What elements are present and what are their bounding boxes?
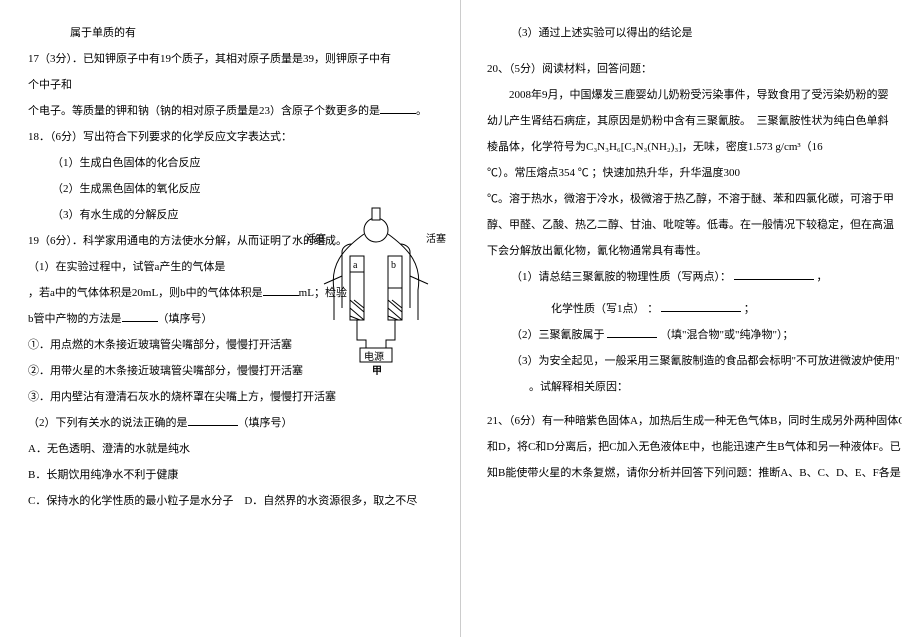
q19-1b-t1: ，若a中的气体体积是20mL，则b中的气体体积是: [28, 287, 263, 299]
q18-2: （2）生成黑色固体的氧化反应: [28, 178, 442, 200]
q19-opt3: ③．用内壁沾有澄清石灰水的烧杯罩在尖嘴上方，慢慢打开活塞: [28, 386, 442, 408]
q20-2: （2）三聚氰胺属于 （填"混合物"或"纯净物"）；: [487, 324, 902, 346]
q19-optC: C．保持水的化学性质的最小粒子是水分子 D．自然界的水资源很多，取之不尽: [28, 490, 442, 512]
q20-3a: （3）为安全起见，一般采用三聚氰胺制造的食品都会标明"不可放进微波炉使用": [487, 350, 902, 372]
q20-p6: 醇、甲醛、乙酸、热乙二醇、甘油、吡啶等。低毒。在一般情况下较稳定，但在高温: [487, 214, 902, 236]
blank-q20-1a: [734, 268, 814, 280]
q20-1: （1）请总结三聚氰胺的物理性质（写两点）： ，: [487, 266, 902, 288]
page-root: 属于单质的有 17（3分）．已知钾原子中有19个质子，其相对原子质量是39，则钾…: [0, 0, 920, 637]
q20-p7: 下会分解放出氰化物，氰化物通常具有毒性。: [487, 240, 902, 262]
q17-b-end: 。: [416, 105, 427, 117]
q19-1c-t1: b管中产物的方法是: [28, 313, 122, 325]
fig-label-b: b: [391, 256, 396, 276]
q20-1b-end: ；: [744, 303, 755, 315]
electrolysis-svg: [312, 200, 440, 370]
blank-q20-2: [607, 326, 657, 338]
fig-label-right: 活塞: [426, 230, 446, 250]
q19-optA: A．无色透明、澄清的水就是纯水: [28, 438, 442, 460]
q18-1: （1）生成白色固体的化合反应: [28, 152, 442, 174]
q19-2-t1: （2）下列有关水的说法正确的是: [28, 417, 188, 429]
blank-q17: [380, 102, 416, 114]
q17-aa: 个中子和: [28, 74, 442, 96]
q20-3b: 。试解释相关原因：: [487, 376, 902, 398]
q18-stem: 18．（6分）写出符合下列要求的化学反应文字表达式：: [28, 126, 442, 148]
q19-2-t2: （填序号）: [238, 417, 293, 429]
fig-label-name: 甲: [372, 362, 382, 382]
q17-a: 17（3分）．已知钾原子中有19个质子，其相对原子质量是39，则钾原子中有: [28, 48, 442, 70]
q19-2: （2）下列有关水的说法正确的是 （填序号）: [28, 412, 442, 434]
q20-2-end: （填"混合物"或"纯净物"）；: [660, 329, 793, 341]
q20-1-t: （1）请总结三聚氰胺的物理性质（写两点）：: [511, 271, 731, 283]
right-column: （3）通过上述实验可以得出的结论是 20、（5分）阅读材料，回答问题： 2008…: [460, 0, 920, 637]
q21-c: 知B能使带火星的木条复燃，请你分析并回答下列问题：推断A、B、C、D、E、F各是: [487, 462, 902, 484]
blank-q19b: [263, 284, 299, 296]
q21-a: 21、（6分）有一种暗紫色固体A，加热后生成一种无色气体B，同时生成另外两种固体…: [487, 410, 902, 432]
q16-tail: 属于单质的有: [28, 22, 442, 44]
left-column: 属于单质的有 17（3分）．已知钾原子中有19个质子，其相对原子质量是39，则钾…: [0, 0, 460, 637]
q20-stem: 20、（5分）阅读材料，回答问题：: [487, 58, 902, 80]
fig-label-a: a: [353, 256, 357, 276]
electrolysis-figure: 活塞 活塞 a b 电源 甲: [312, 200, 440, 370]
blank-q19c: [122, 310, 158, 322]
q19-optB: B．长期饮用纯净水不利于健康: [28, 464, 442, 486]
blank-q20-1b: [661, 300, 741, 312]
q20-p3: 棱晶体，化学符号为C₃N₃H₆[C₃N₃(NH₂)₃]，无味，密度1.573 g…: [487, 136, 902, 158]
q19-1c-t2: （填序号）: [158, 313, 213, 325]
q20-1b-t: 化学性质（写1点） ：: [529, 303, 658, 315]
blank-q19-2: [188, 414, 238, 426]
fig-label-left: 活塞: [306, 230, 326, 250]
q20-p5: ℃。溶于热水，微溶于冷水，极微溶于热乙醇，不溶于醚、苯和四氯化碳，可溶于甲: [487, 188, 902, 210]
q19-3: （3）通过上述实验可以得出的结论是: [487, 22, 902, 44]
q20-p4: ℃）。常压熔点354 ℃ ；快速加热升华，升华温度300: [487, 162, 902, 184]
q20-2-t: （2）三聚氰胺属于: [511, 329, 605, 341]
q20-p1: 2008年9月，中国爆发三鹿婴幼儿奶粉受污染事件，导致食用了受污染奶粉的婴: [487, 84, 902, 106]
q17-b: 个电子。等质量的钾和钠（钠的相对原子质量是23）含原子个数更多的是 。: [28, 100, 442, 122]
q21-b: 和D，将C和D分离后，把C加入无色液体E中，也能迅速产生B气体和另一种液体F。已: [487, 436, 902, 458]
q20-p2: 幼儿产生肾结石病症，其原因是奶粉中含有三聚氰胺。 三聚氰胺性状为纯白色单斜: [487, 110, 902, 132]
q17-b-text: 个电子。等质量的钾和钠（钠的相对原子质量是23）含原子个数更多的是: [28, 105, 380, 117]
q20-1-sep: ，: [817, 271, 828, 283]
q20-1b: 化学性质（写1点） ： ；: [487, 298, 902, 320]
